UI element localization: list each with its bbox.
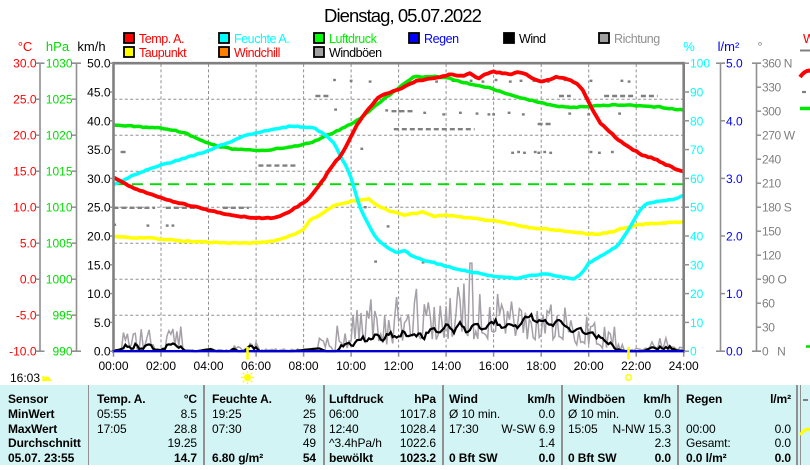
svg-text:-10.0: -10.0 [9,345,37,359]
svg-text:90: 90 [690,86,704,100]
svg-text:Windchill: Windchill [234,46,280,60]
svg-text:3.0: 3.0 [726,172,743,186]
svg-text:Wind: Wind [519,32,546,46]
svg-text:0 N: 0 N [762,345,785,359]
svg-text:995: 995 [52,309,72,323]
svg-text:W: W [803,31,810,46]
svg-text:90 O: 90 O [762,273,786,287]
svg-text:0: 0 [690,345,697,359]
svg-text:1000: 1000 [46,273,73,287]
svg-text:1015: 1015 [46,165,73,179]
svg-text:hPa: hPa [46,39,70,54]
svg-text:0.0: 0.0 [726,345,743,359]
svg-text:30: 30 [762,321,775,335]
svg-text:Taupunkt: Taupunkt [139,46,187,60]
svg-text:270 W: 270 W [762,129,796,143]
svg-text:1025: 1025 [46,93,73,107]
svg-text:08:00: 08:00 [289,359,319,373]
svg-text:20:00: 20:00 [574,359,604,373]
svg-text:5.0: 5.0 [94,316,111,330]
svg-text:24:00: 24:00 [669,359,699,373]
svg-text:1010: 1010 [46,201,73,215]
svg-text:20: 20 [690,287,704,301]
svg-text:45.0: 45.0 [87,86,111,100]
svg-text:50: 50 [690,201,704,215]
svg-text:300: 300 [762,105,782,119]
svg-text:60: 60 [690,172,704,186]
svg-text:16:03: 16:03 [10,371,40,385]
svg-text:l/m²: l/m² [718,39,740,54]
svg-text:20.0: 20.0 [87,230,111,244]
svg-text:240: 240 [762,153,782,167]
svg-text:22:00: 22:00 [621,359,651,373]
svg-text:06:00: 06:00 [241,359,271,373]
svg-text:00:00: 00:00 [98,359,128,373]
svg-text:%: % [683,39,695,54]
svg-text:0.0: 0.0 [20,273,37,287]
svg-text:km/h: km/h [77,39,105,54]
svg-text:120: 120 [762,249,782,263]
svg-text:15.0: 15.0 [87,258,111,272]
svg-text:Luftdruck: Luftdruck [329,32,378,46]
svg-text:04:00: 04:00 [194,359,224,373]
svg-text:-5.0: -5.0 [16,309,37,323]
svg-text:5.0: 5.0 [20,237,37,251]
svg-text:02:00: 02:00 [146,359,176,373]
svg-text:18:00: 18:00 [526,359,556,373]
svg-text:5.0: 5.0 [726,57,743,71]
svg-text:15.0: 15.0 [13,165,37,179]
svg-text:80: 80 [690,114,704,128]
svg-text:1.0: 1.0 [726,287,743,301]
svg-text:2.0: 2.0 [726,230,743,244]
svg-text:10: 10 [690,316,704,330]
svg-text:Regen: Regen [424,32,459,46]
svg-text:12:00: 12:00 [384,359,414,373]
svg-text:70: 70 [690,143,704,157]
svg-text:40: 40 [690,230,704,244]
svg-text:Dienstag, 05.07.2022: Dienstag, 05.07.2022 [324,5,482,26]
svg-text:150: 150 [762,225,782,239]
svg-text:50.0: 50.0 [87,57,111,71]
svg-text:10.0: 10.0 [13,201,37,215]
svg-text:Windböen: Windböen [329,46,382,60]
svg-text:°C: °C [18,39,33,54]
svg-text:Feuchte A.: Feuchte A. [234,32,289,46]
svg-text:20.0: 20.0 [13,129,37,143]
svg-text:10:00: 10:00 [336,359,366,373]
svg-text:60: 60 [762,297,775,311]
svg-text:Richtung: Richtung [614,32,660,46]
svg-text:0.0: 0.0 [94,345,111,359]
svg-text:30.0: 30.0 [13,57,37,71]
svg-text:Temp. A.: Temp. A. [139,32,184,46]
svg-text:100: 100 [690,57,710,71]
svg-text:990: 990 [52,345,72,359]
svg-text:10.0: 10.0 [87,287,111,301]
svg-text:14:00: 14:00 [431,359,461,373]
svg-text:°: ° [757,39,762,54]
svg-text:30: 30 [690,258,704,272]
svg-text:4.0: 4.0 [726,114,743,128]
svg-text:1030: 1030 [46,57,73,71]
svg-text:16:00: 16:00 [479,359,509,373]
svg-text:40.0: 40.0 [87,114,111,128]
svg-text:25.0: 25.0 [13,93,37,107]
svg-text:30.0: 30.0 [87,172,111,186]
svg-text:180 S: 180 S [762,201,792,215]
svg-text:1005: 1005 [46,237,73,251]
svg-text:25.0: 25.0 [87,201,111,215]
svg-text:35.0: 35.0 [87,143,111,157]
svg-text:1020: 1020 [46,129,73,143]
svg-text:330: 330 [762,81,782,95]
svg-text:360 N: 360 N [762,57,792,71]
svg-text:210: 210 [762,177,782,191]
